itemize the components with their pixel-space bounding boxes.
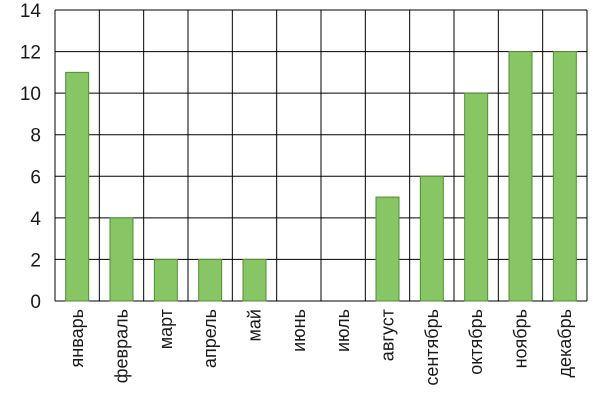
y-tick-label: 2 xyxy=(30,250,41,271)
x-tick-label: декабрь xyxy=(555,309,575,378)
y-axis-ticks: 0 2 4 6 8 10 12 14 xyxy=(20,1,42,313)
bar-9 xyxy=(464,92,489,302)
x-tick-label: сентябрь xyxy=(422,309,442,386)
x-tick-label: август xyxy=(378,309,398,361)
bar-7 xyxy=(375,196,400,302)
bar-0 xyxy=(65,71,90,302)
x-tick-label: ноябрь xyxy=(511,309,531,368)
y-tick-label: 14 xyxy=(20,1,42,22)
x-tick-label: июнь xyxy=(289,309,309,352)
bar-1 xyxy=(109,217,134,302)
bar-10 xyxy=(508,51,533,302)
y-tick-label: 6 xyxy=(30,167,41,188)
bar-3 xyxy=(198,258,223,302)
x-tick-label: март xyxy=(156,309,176,349)
y-tick-label: 12 xyxy=(20,43,41,64)
bar-11 xyxy=(552,51,577,302)
x-tick-label: октябрь xyxy=(466,309,486,375)
x-axis-ticks: январь февраль март апрель май июнь июль август… xyxy=(67,309,575,386)
bar-4 xyxy=(242,258,267,302)
x-tick-label: июль xyxy=(333,309,353,352)
grid-lines xyxy=(54,9,588,302)
y-tick-label: 4 xyxy=(30,209,41,230)
y-tick-label: 8 xyxy=(30,126,41,147)
y-tick-label: 0 xyxy=(30,292,41,313)
x-tick-label: май xyxy=(245,309,265,341)
y-tick-label: 10 xyxy=(20,84,41,105)
bar-8 xyxy=(419,175,444,302)
bar-2 xyxy=(153,258,178,302)
x-tick-label: январь xyxy=(67,309,87,367)
x-tick-label: февраль xyxy=(112,309,132,383)
x-tick-label: апрель xyxy=(200,309,220,368)
bars xyxy=(65,51,577,302)
